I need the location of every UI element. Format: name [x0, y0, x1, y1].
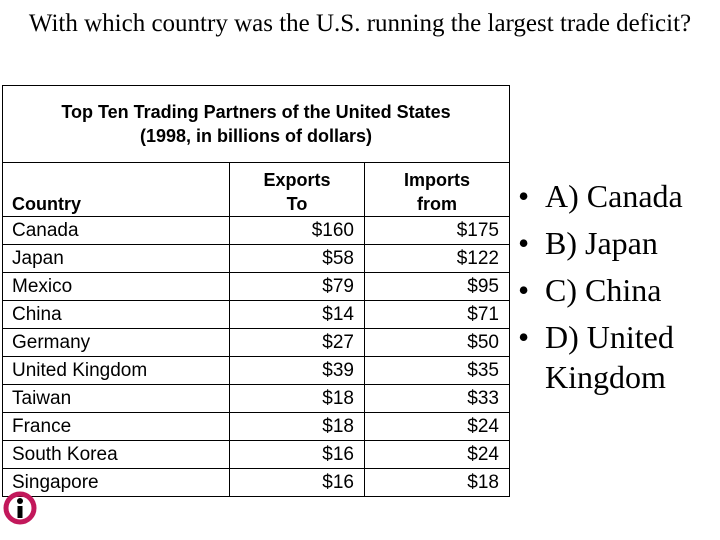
logo-dot [17, 498, 23, 504]
value-cell: $71 [364, 300, 510, 329]
country-cell: United Kingdom [2, 356, 230, 385]
table-row: China $14 $71 [2, 300, 510, 329]
table-row: Canada $160 $175 [2, 216, 510, 245]
logo-stem [17, 506, 23, 518]
value-cell: $33 [364, 384, 510, 413]
value-cell: $35 [364, 356, 510, 385]
country-cell: Singapore [2, 468, 230, 497]
value-cell: $175 [364, 216, 510, 245]
country-cell: France [2, 412, 230, 441]
value-cell: $24 [364, 440, 510, 469]
table-body: Top Ten Trading Partners of the United S… [2, 85, 510, 497]
answer-option: B) Japan [518, 223, 718, 263]
table-row: South Korea $16 $24 [2, 440, 510, 469]
value-cell: $18 [229, 412, 365, 441]
table-row: France $18 $24 [2, 412, 510, 441]
value-cell: $16 [229, 468, 365, 497]
value-cell: $39 [229, 356, 365, 385]
table-row: Mexico $79 $95 [2, 272, 510, 301]
header-text: Imports from [403, 170, 470, 214]
country-cell: Germany [2, 328, 230, 357]
header-row: Country Exports To Imports from [2, 162, 510, 217]
country-cell: South Korea [2, 440, 230, 469]
value-cell: $16 [229, 440, 365, 469]
value-cell: $160 [229, 216, 365, 245]
country-cell: China [2, 300, 230, 329]
country-cell: Taiwan [2, 384, 230, 413]
answer-option: A) Canada [518, 176, 718, 216]
answer-option: C) China [518, 270, 718, 310]
country-cell: Japan [2, 244, 230, 273]
caption-line: Top Ten Trading Partners of the United S… [61, 102, 451, 122]
country-cell: Mexico [2, 272, 230, 301]
table-row: Taiwan $18 $33 [2, 384, 510, 413]
answer-option: D) United Kingdom [518, 317, 718, 397]
logo-ring [3, 491, 37, 525]
value-cell: $58 [229, 244, 365, 273]
value-cell: $24 [364, 412, 510, 441]
value-cell: $79 [229, 272, 365, 301]
header-text: Exports To [263, 170, 331, 214]
column-header: Country [2, 162, 230, 217]
caption-row: Top Ten Trading Partners of the United S… [2, 85, 510, 163]
country-cell: Canada [2, 216, 230, 245]
value-cell: $50 [364, 328, 510, 357]
trade-table: Top Ten Trading Partners of the United S… [2, 85, 510, 497]
value-cell: $95 [364, 272, 510, 301]
table-row: United Kingdom $39 $35 [2, 356, 510, 385]
value-cell: $18 [364, 468, 510, 497]
value-cell: $27 [229, 328, 365, 357]
caption-line: (1998, in billions of dollars) [139, 126, 373, 146]
caption-cell: Top Ten Trading Partners of the United S… [2, 85, 510, 163]
value-cell: $122 [364, 244, 510, 273]
value-cell: $18 [229, 384, 365, 413]
table-row: Japan $58 $122 [2, 244, 510, 273]
table-row: Germany $27 $50 [2, 328, 510, 357]
column-header: Exports To [229, 162, 365, 217]
question-title: With which country was the U.S. running … [28, 10, 692, 37]
value-cell: $14 [229, 300, 365, 329]
column-header: Imports from [364, 162, 510, 217]
answer-options: A) Canada B) Japan C) China D) United Kingd… [518, 176, 718, 404]
table-row: Singapore $16 $18 [2, 468, 510, 497]
logo [3, 491, 37, 525]
